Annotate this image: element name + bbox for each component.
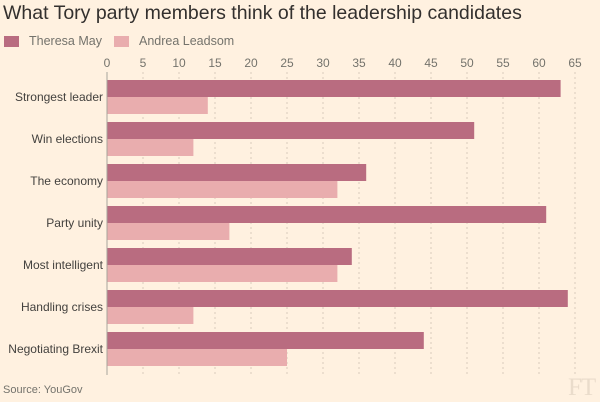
bar-may xyxy=(107,332,424,349)
bar-leadsom xyxy=(107,181,338,198)
x-tick-label: 10 xyxy=(172,56,186,70)
x-tick-label: 55 xyxy=(496,56,510,70)
ft-logo: FT xyxy=(568,374,596,401)
legend-item-may: Theresa May xyxy=(4,34,102,48)
x-tick-label: 30 xyxy=(316,56,330,70)
bar-leadsom xyxy=(107,139,194,156)
chart-title: What Tory party members think of the lea… xyxy=(3,2,522,24)
x-tick-label: 60 xyxy=(532,56,546,70)
x-tick-label: 15 xyxy=(208,56,222,70)
legend-label: Andrea Leadsom xyxy=(139,34,235,48)
x-tick-label: 25 xyxy=(280,56,294,70)
x-tick-label: 0 xyxy=(104,56,111,70)
x-tick-label: 65 xyxy=(568,56,582,70)
category-label: Handling crises xyxy=(21,300,103,314)
x-tick-label: 40 xyxy=(388,56,402,70)
bar-may xyxy=(107,290,568,307)
bar-leadsom xyxy=(107,265,338,282)
legend-swatch xyxy=(4,35,19,47)
bar-may xyxy=(107,164,367,181)
bar-may xyxy=(107,122,475,139)
category-label: Negotiating Brexit xyxy=(8,342,103,356)
bar-may xyxy=(107,248,352,265)
source-note: Source: YouGov xyxy=(3,384,83,396)
x-tick-label: 20 xyxy=(244,56,258,70)
bar-leadsom xyxy=(107,349,287,366)
bar-leadsom xyxy=(107,223,230,240)
bar-may xyxy=(107,206,547,223)
x-tick-label: 5 xyxy=(140,56,147,70)
legend-label: Theresa May xyxy=(29,34,102,48)
category-label: Strongest leader xyxy=(15,90,103,104)
bar-may xyxy=(107,80,561,97)
x-tick-label: 35 xyxy=(352,56,366,70)
bar-leadsom xyxy=(107,97,208,114)
x-tick-label: 50 xyxy=(460,56,474,70)
category-label: Win elections xyxy=(32,132,103,146)
category-label: Most intelligent xyxy=(23,258,104,272)
category-label: The economy xyxy=(30,174,103,188)
legend-item-leadsom: Andrea Leadsom xyxy=(114,34,234,48)
bar-leadsom xyxy=(107,307,194,324)
legend-swatch xyxy=(114,35,129,47)
x-tick-label: 45 xyxy=(424,56,438,70)
category-label: Party unity xyxy=(46,216,103,230)
